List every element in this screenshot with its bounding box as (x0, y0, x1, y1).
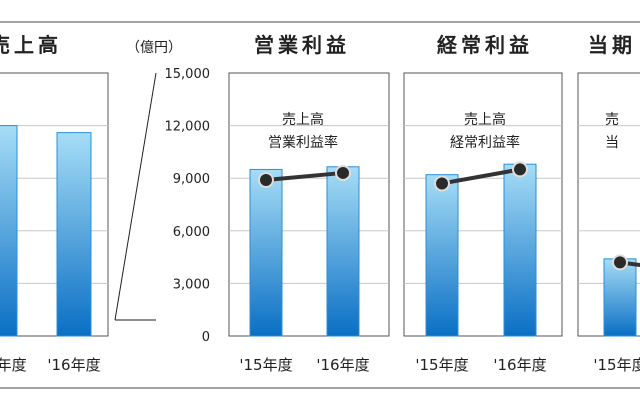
ratio-line (265, 170, 344, 182)
shared-y-axis: （億円） 15,000 12,000 9,000 6,000 3,000 0 (114, 40, 211, 345)
ratio-marker (434, 175, 450, 192)
chart-title: 経常利益 (437, 33, 533, 57)
line-legend-label: 売上高 (282, 111, 324, 128)
x-tick-label: '15年度 (593, 356, 640, 374)
x-tick-label: '16年度 (316, 356, 369, 374)
line-legend-label: 売 (605, 112, 619, 128)
ratio-marker (612, 254, 628, 271)
x-tick-label: '15年度 (415, 356, 468, 374)
y-tick-label: 9,000 (173, 172, 210, 187)
unit-label: （億円） (126, 40, 182, 56)
x-tick-label: '15年度 (0, 356, 27, 374)
line-legend-label: 売上高 (464, 111, 506, 128)
chart-title: 当期 (588, 33, 636, 57)
bar (56, 132, 92, 337)
x-tick-label: '16年度 (47, 356, 100, 374)
bar (603, 258, 637, 337)
bar (0, 125, 18, 337)
bar (425, 174, 459, 337)
line-legend-label: 営業利益率 (268, 134, 338, 151)
chart-panel-1: 売上高 '15年度 '16年度 (0, 33, 109, 374)
ratio-marker (512, 161, 528, 178)
bar (249, 168, 283, 337)
bar (503, 163, 537, 337)
zoom-connector-line (114, 72, 157, 321)
x-tick-label: '15年度 (239, 356, 292, 374)
y-tick-label: 6,000 (173, 225, 210, 240)
ratio-line (441, 167, 521, 186)
y-tick-label: 12,000 (165, 120, 211, 135)
chart-title: 売上高 (0, 33, 62, 57)
chart-panel-4: 当期 '15年度 売当 (577, 33, 640, 374)
ratio-marker (258, 171, 274, 188)
y-tick-label: 3,000 (173, 277, 210, 292)
bar (326, 166, 360, 337)
x-tick-label: '16年度 (493, 356, 546, 374)
y-tick-label: 15,000 (165, 67, 211, 82)
line-legend-label: 経常利益率 (450, 134, 520, 151)
y-tick-label: 0 (202, 330, 210, 345)
line-legend-label: 当 (605, 135, 619, 151)
chart-title: 営業利益 (254, 33, 350, 57)
ratio-marker (335, 164, 351, 181)
